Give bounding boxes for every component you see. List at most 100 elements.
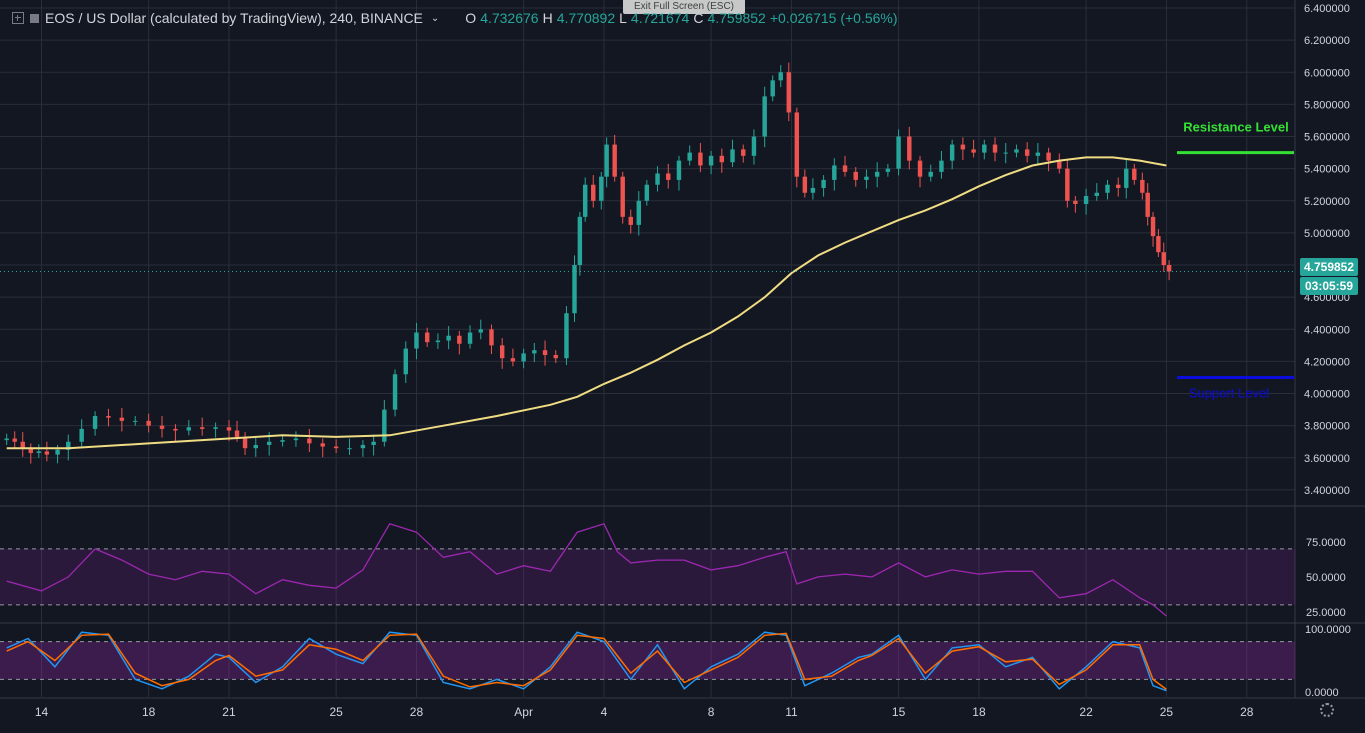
candle-body bbox=[1003, 152, 1008, 154]
expand-icon[interactable] bbox=[12, 12, 24, 24]
change-value: +0.026715 (+0.56%) bbox=[769, 10, 898, 26]
candle-body bbox=[583, 184, 588, 217]
candle-body bbox=[403, 348, 408, 375]
candle-body bbox=[226, 427, 232, 431]
price-axis-tick-label: 4.000000 bbox=[1304, 389, 1350, 401]
rsi-band-fill bbox=[0, 548, 1295, 605]
candle-body bbox=[28, 448, 33, 453]
exit-fullscreen-button[interactable]: Exit Full Screen (ESC) bbox=[623, 0, 745, 14]
candle-body bbox=[971, 149, 976, 153]
candle-body bbox=[499, 345, 505, 359]
candle-body bbox=[1065, 168, 1070, 201]
candle-body bbox=[751, 136, 757, 156]
candle-body bbox=[708, 155, 714, 166]
candle-body bbox=[741, 149, 746, 156]
candle-body bbox=[1132, 168, 1137, 180]
candle-body bbox=[599, 176, 604, 201]
candle-body bbox=[1057, 160, 1062, 169]
candle-body bbox=[612, 144, 617, 177]
candle-body bbox=[92, 416, 98, 429]
candle-body bbox=[333, 446, 339, 449]
candle-body bbox=[320, 443, 325, 447]
candle-body bbox=[628, 216, 633, 225]
candle-body bbox=[234, 430, 240, 437]
candle-body bbox=[4, 438, 9, 441]
chevron-down-icon[interactable]: ⌄ bbox=[430, 12, 440, 24]
candle-body bbox=[133, 420, 138, 422]
candle-body bbox=[719, 155, 725, 163]
candle-body bbox=[553, 355, 558, 359]
close-value: 4.759852 bbox=[707, 10, 766, 26]
candle-body bbox=[106, 416, 111, 418]
candle-body bbox=[414, 332, 419, 349]
close-label: C bbox=[693, 10, 704, 26]
stoch-d-line bbox=[6, 632, 1167, 691]
time-axis-tick-label: 15 bbox=[892, 705, 906, 719]
candle-body bbox=[949, 144, 955, 161]
candle-body bbox=[842, 165, 848, 172]
candle-body bbox=[360, 444, 366, 449]
candle-body bbox=[66, 441, 71, 450]
chart-header: EOS / US Dollar (calculated by TradingVi… bbox=[12, 8, 898, 28]
candle-body bbox=[636, 200, 641, 225]
time-axis-tick-label: 18 bbox=[142, 705, 156, 719]
candle-body bbox=[907, 136, 912, 161]
time-axis-tick-label: 4 bbox=[601, 705, 608, 719]
candle-body bbox=[577, 216, 583, 266]
resistance-label: Resistance Level bbox=[1183, 120, 1289, 135]
candle-body bbox=[960, 144, 966, 150]
candle-body bbox=[159, 425, 165, 429]
gear-icon[interactable] bbox=[1320, 703, 1334, 717]
time-axis-tick-label: 25 bbox=[1160, 705, 1174, 719]
time-axis-tick-label: 18 bbox=[972, 705, 986, 719]
last-price-tag: 4.759852 bbox=[1300, 258, 1358, 276]
candle-body bbox=[1156, 236, 1161, 253]
candle-body bbox=[79, 428, 84, 442]
candle-body bbox=[489, 329, 494, 346]
candle-body bbox=[821, 179, 826, 188]
symbol-title[interactable]: EOS / US Dollar (calculated by TradingVi… bbox=[45, 10, 423, 26]
candle-body bbox=[253, 444, 258, 449]
candle-body bbox=[655, 173, 660, 185]
candle-body bbox=[542, 350, 548, 356]
price-axis-tick-label: 6.400000 bbox=[1304, 3, 1350, 15]
rsi-axis-tick-label: 25.0000 bbox=[1306, 607, 1346, 619]
candle-body bbox=[762, 96, 767, 137]
candle-body bbox=[1014, 149, 1019, 153]
price-axis-tick-label: 3.600000 bbox=[1304, 453, 1350, 465]
price-axis-tick-label: 3.800000 bbox=[1304, 421, 1350, 433]
candle-body bbox=[199, 427, 205, 429]
candle-body bbox=[1083, 195, 1089, 205]
price-axis-tick-label: 5.200000 bbox=[1304, 196, 1350, 208]
candle-body bbox=[1046, 152, 1051, 161]
stoch-band-fill bbox=[0, 641, 1295, 680]
price-axis-tick-label: 4.400000 bbox=[1304, 324, 1350, 336]
candle-body bbox=[392, 374, 398, 410]
symbol-square-icon bbox=[30, 13, 39, 23]
candle-body bbox=[794, 112, 800, 177]
candle-body bbox=[620, 176, 625, 217]
candle-body bbox=[698, 152, 703, 166]
candle-body bbox=[1116, 184, 1121, 188]
stoch-axis-tick-label: 100.0000 bbox=[1305, 624, 1351, 636]
candle-body bbox=[266, 441, 272, 445]
candle-body bbox=[687, 152, 692, 161]
low-value: 4.721674 bbox=[630, 10, 690, 26]
ohlc-values: O 4.732676 H 4.770892 L 4.721674 C 4.759… bbox=[465, 10, 897, 26]
candle-body bbox=[786, 72, 791, 113]
moving-average-line bbox=[6, 156, 1167, 450]
candle-body bbox=[478, 329, 483, 333]
candle-body bbox=[146, 420, 151, 426]
rsi-line bbox=[6, 523, 1167, 617]
candle-body bbox=[564, 313, 569, 359]
candle-body bbox=[173, 428, 178, 431]
candle-body bbox=[1024, 149, 1030, 156]
open-label: O bbox=[465, 10, 477, 26]
candle-body bbox=[778, 72, 783, 81]
price-axis-tick-label: 5.600000 bbox=[1304, 132, 1350, 144]
candle-body bbox=[1124, 168, 1129, 188]
candle-body bbox=[1105, 184, 1110, 193]
candle-body bbox=[730, 149, 735, 163]
